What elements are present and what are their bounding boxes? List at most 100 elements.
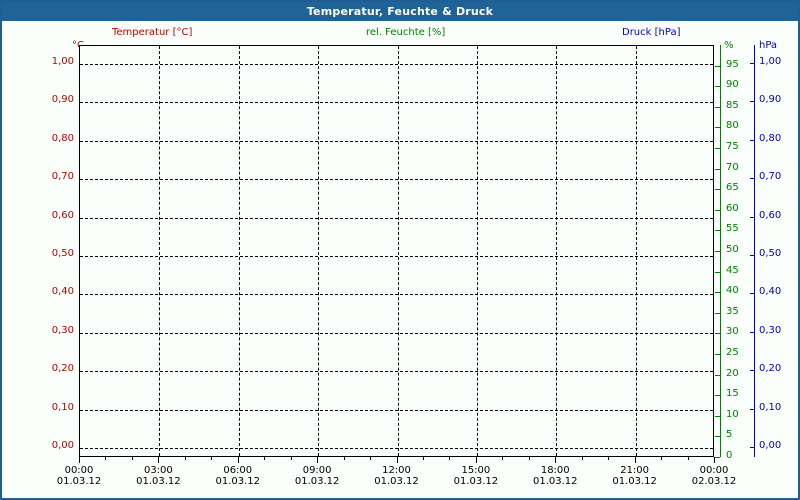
left-axis-tick-label: 0,90 [51, 94, 74, 106]
pressure-axis-tick-label: 0,00 [759, 440, 782, 451]
legend-label-humidity: rel. Feuchte [%] [366, 27, 446, 38]
x-axis-major-tick [237, 457, 239, 463]
x-axis-minor-tick [528, 457, 530, 460]
humidity-axis-tick [715, 374, 720, 376]
x-axis-tick-date: 01.03.12 [453, 476, 499, 487]
left-axis-tick-label: 1,00 [51, 56, 74, 67]
x-axis-minor-tick [290, 457, 292, 460]
humidity-axis-line [720, 45, 721, 457]
pressure-axis-tick-label: 0,70 [759, 171, 782, 183]
x-axis-tick-time: 15:00 [461, 465, 491, 476]
humidity-axis-tick [715, 230, 720, 232]
humidity-axis-tick [715, 86, 720, 88]
x-axis-minor-tick [184, 457, 186, 460]
plot-area [79, 45, 714, 457]
x-axis-tick-label: 03:00 01.03.12 [118, 465, 198, 487]
x-axis-minor-tick [502, 457, 504, 460]
humidity-axis-tick [715, 354, 720, 355]
pressure-axis-tick [750, 447, 755, 448]
x-axis-minor-tick [608, 457, 610, 460]
left-axis-tick-label: 0,40 [51, 286, 74, 298]
left-axis-tick-label: 0,10 [51, 401, 74, 413]
left-axis-tick-label: 0,70 [51, 171, 74, 183]
gridline-horizontal [80, 140, 713, 142]
humidity-axis-tick [715, 312, 720, 314]
humidity-axis-tick-label: 70 [726, 161, 739, 173]
pressure-axis-line [754, 45, 755, 457]
humidity-axis-tick-label: 40 [726, 285, 739, 297]
x-axis-tick-label: 09:00 01.03.12 [277, 465, 357, 487]
left-axis-tick-label: 0,30 [51, 324, 74, 336]
pressure-axis-tick [750, 370, 755, 372]
gridline-horizontal [80, 409, 713, 411]
left-axis-tick-label: 0,00 [51, 440, 74, 451]
legend-label-pressure: Druck [hPa] [622, 27, 681, 38]
left-axis-tick-label: 0,60 [51, 209, 74, 221]
pressure-axis-tick-label: 0,40 [759, 286, 782, 298]
humidity-axis-tick-label: 50 [726, 244, 739, 255]
gridline-horizontal [80, 371, 713, 373]
x-axis-tick-time: 00:00 [64, 465, 94, 476]
gridline-horizontal [80, 64, 713, 65]
x-axis-tick-time: 12:00 [382, 465, 411, 476]
humidity-axis-tick-label: 35 [726, 305, 739, 317]
humidity-axis-tick-label: 45 [726, 264, 739, 276]
gridline-vertical [238, 46, 240, 456]
gridline-horizontal [80, 102, 713, 104]
pressure-axis-tick [750, 255, 755, 256]
pressure-axis-tick [750, 293, 755, 295]
pressure-axis-tick-label: 0,90 [759, 94, 782, 106]
x-axis-tick-date: 01.03.12 [612, 476, 657, 487]
humidity-axis-tick-label: 65 [726, 182, 739, 194]
humidity-axis-tick [715, 189, 720, 191]
humidity-axis-tick [715, 333, 720, 335]
x-axis-tick-label: 06:00 01.03.12 [198, 465, 278, 487]
humidity-axis-tick-label: 15 [726, 388, 739, 400]
pressure-axis-tick [750, 331, 755, 333]
legend-item-humidity: rel. Feuchte [%] [366, 27, 445, 38]
x-axis-minor-tick [211, 457, 213, 460]
legend-item-pressure: Druck [hPa] [622, 27, 680, 38]
legend-label-temperature: Temperatur [°C] [112, 27, 193, 38]
humidity-axis-tick-label: 10 [726, 408, 739, 420]
pressure-axis-tick [750, 408, 755, 410]
pressure-axis-tick-label: 0,50 [759, 248, 782, 259]
window-title-bar: Temperatur, Feuchte & Druck [2, 2, 798, 21]
x-axis-minor-tick [105, 457, 107, 460]
x-axis-tick-date: 01.03.12 [374, 476, 419, 487]
humidity-axis-tick-label: 85 [726, 99, 739, 111]
humidity-axis-tick [715, 106, 720, 108]
left-axis-unit: °C [72, 40, 84, 51]
gridline-vertical [476, 46, 478, 456]
x-axis-tick-time: 06:00 [223, 465, 253, 476]
humidity-axis-tick-label: 80 [726, 120, 739, 132]
humidity-axis-tick-label: 0 [726, 450, 733, 461]
humidity-axis-tick [715, 292, 720, 294]
humidity-axis-tick-label: 20 [726, 367, 739, 379]
x-axis-minor-tick [422, 457, 424, 460]
humidity-axis-tick-label: 25 [726, 347, 739, 358]
x-axis-minor-tick [687, 457, 689, 460]
humidity-axis-tick [715, 148, 720, 149]
pressure-axis-tick-label: 1,00 [759, 56, 782, 67]
left-axis-tick-label: 0,80 [51, 132, 74, 144]
gridline-vertical [556, 46, 558, 456]
x-axis-tick-label: 15:00 01.03.12 [436, 465, 516, 487]
x-axis-major-tick [634, 457, 636, 463]
gridline-horizontal [80, 217, 713, 219]
left-axis-tick-label: 0,50 [51, 248, 74, 259]
pressure-axis-tick-label: 0,20 [759, 363, 782, 375]
pressure-axis-tick [750, 216, 755, 218]
humidity-axis-tick-label: 95 [726, 58, 739, 70]
x-axis-tick-date: 01.03.12 [136, 476, 181, 487]
x-axis-tick-date: 01.03.12 [215, 476, 261, 487]
x-axis-minor-tick [370, 457, 372, 460]
pressure-axis-tick [750, 63, 755, 64]
x-axis-tick-label: 21:00 01.03.12 [595, 465, 675, 487]
page-title: Temperatur, Feuchte & Druck [306, 5, 494, 18]
pressure-axis-unit: hPa [759, 40, 778, 51]
humidity-axis-unit: % [724, 40, 734, 51]
x-axis-tick-time: 18:00 [540, 465, 570, 476]
humidity-axis-tick [715, 395, 720, 397]
humidity-axis-tick-label: 30 [726, 326, 739, 338]
